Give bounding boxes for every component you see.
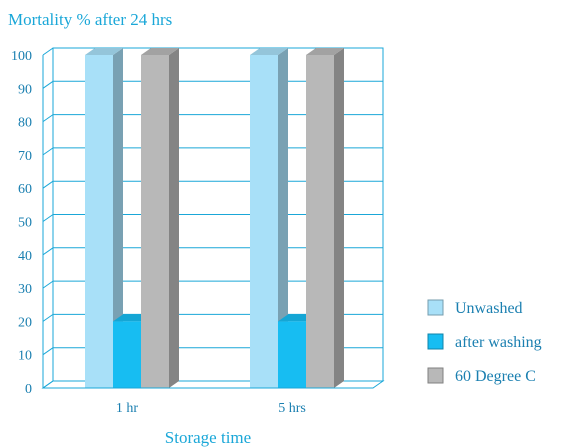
bar-front <box>278 321 306 388</box>
bar-front <box>85 55 113 388</box>
bar-front <box>250 55 278 388</box>
bar-side <box>169 48 179 388</box>
legend-item: after washing <box>427 333 542 351</box>
bar-front <box>113 321 141 388</box>
x-tick-label: 5 hrs <box>278 401 306 416</box>
bar-unwashed-1-hr <box>85 48 123 388</box>
gridline-depth <box>42 80 54 89</box>
gridline-depth <box>42 214 54 222</box>
gridline-depth <box>42 47 54 56</box>
x-tick-label: 1 hr <box>116 401 139 416</box>
gridline-depth <box>42 114 54 123</box>
legend-swatch <box>427 367 444 384</box>
y-tick-label: 90 <box>18 82 32 97</box>
gridline-depth <box>42 147 54 156</box>
bar-top <box>250 48 288 55</box>
gridline-depth <box>42 247 54 256</box>
legend-swatch <box>427 333 444 350</box>
bar-60-degree-c-1-hr <box>141 48 179 388</box>
gridline-depth <box>42 180 54 189</box>
chart-bars <box>85 48 344 388</box>
legend-item: 60 Degree C <box>427 367 536 385</box>
y-tick-label: 50 <box>18 216 32 231</box>
y-tick-label: 100 <box>11 49 32 64</box>
y-tick-label: 0 <box>25 382 32 397</box>
legend-label: after washing <box>455 334 542 351</box>
y-tick-label: 30 <box>18 282 32 297</box>
gridline-depth <box>42 280 54 289</box>
y-tick-label: 70 <box>18 149 32 164</box>
bar-front <box>306 55 334 388</box>
chart-legend: Unwashed after washing 60 Degree C <box>427 299 542 385</box>
y-tick-label: 10 <box>18 349 32 364</box>
bar-side <box>113 48 123 388</box>
bar-side <box>334 48 344 388</box>
bar-side <box>278 48 288 388</box>
legend-item: Unwashed <box>427 299 523 317</box>
chart-axes: 0 10 20 30 40 50 60 70 80 90 100 1 hr 5 hrs <box>11 49 373 416</box>
chart-title: Mortality % after 24 hrs <box>8 10 172 29</box>
bar-front <box>141 55 169 388</box>
bar-unwashed-5-hrs <box>250 48 288 388</box>
bar-top <box>85 48 123 55</box>
bar-top <box>306 48 344 55</box>
gridline-depth <box>42 313 54 322</box>
bar-top <box>141 48 179 55</box>
y-tick-label: 80 <box>18 116 32 131</box>
bar-60-degree-c-5-hrs <box>306 48 344 388</box>
legend-label: Unwashed <box>455 300 523 317</box>
gridline-depth <box>42 347 54 356</box>
x-axis-label: Storage time <box>165 428 251 447</box>
y-tick-label: 40 <box>18 249 32 264</box>
y-tick-label: 20 <box>18 315 32 330</box>
legend-swatch <box>427 299 444 316</box>
legend-label: 60 Degree C <box>455 368 536 385</box>
y-tick-label: 60 <box>18 182 32 197</box>
